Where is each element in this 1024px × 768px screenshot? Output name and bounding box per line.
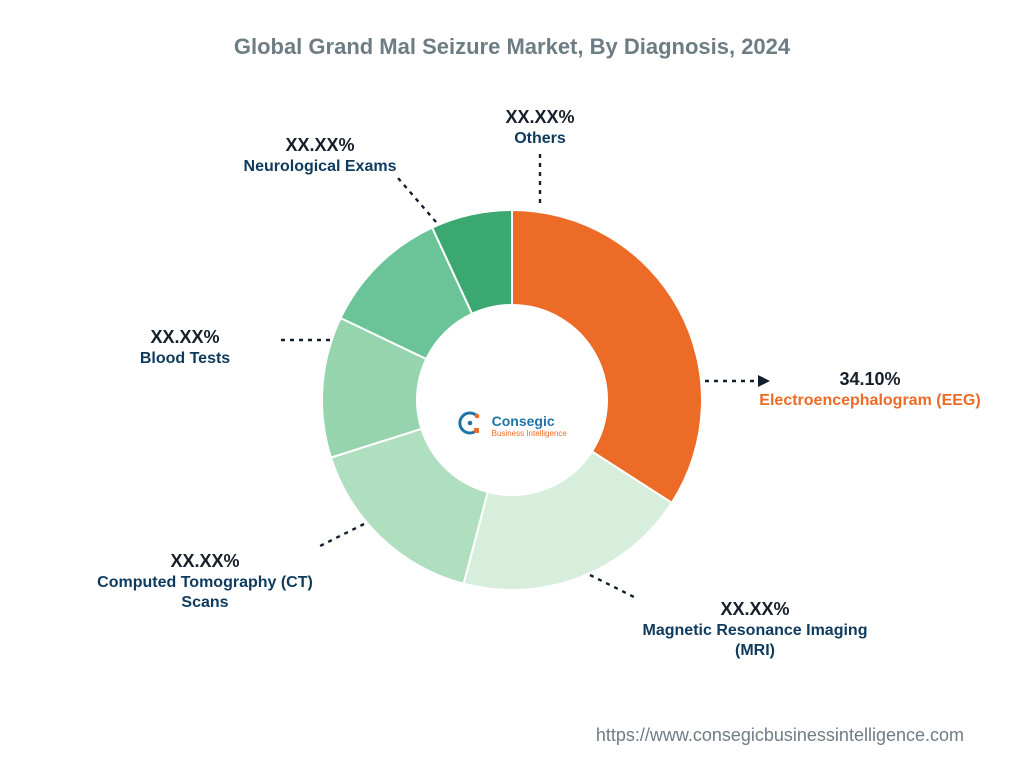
label-neuro-name: Neurological Exams <box>190 157 450 177</box>
label-blood-pct: XX.XX% <box>95 326 275 349</box>
label-others-pct: XX.XX% <box>440 106 640 129</box>
label-ct-pct: XX.XX% <box>80 550 330 573</box>
segment-eeg <box>512 210 702 503</box>
label-blood: XX.XX% Blood Tests <box>95 326 275 369</box>
chart-canvas: Global Grand Mal Seizure Market, By Diag… <box>0 0 1024 768</box>
label-ct: XX.XX% Computed Tomography (CT) Scans <box>80 550 330 613</box>
segment-ct <box>331 429 488 584</box>
footer-url: https://www.consegicbusinessintelligence… <box>596 725 964 746</box>
label-ct-name: Computed Tomography (CT) Scans <box>80 573 330 613</box>
label-eeg-name: Electroencephalogram (EEG) <box>750 391 990 411</box>
label-others: XX.XX% Others <box>440 106 640 149</box>
label-others-name: Others <box>440 129 640 149</box>
leader-neuro <box>398 178 436 222</box>
label-blood-name: Blood Tests <box>95 349 275 369</box>
label-eeg-pct: 34.10% <box>750 368 990 391</box>
leader-mri <box>590 575 634 597</box>
leader-ct <box>320 524 364 546</box>
label-neuro-pct: XX.XX% <box>190 134 450 157</box>
label-eeg: 34.10% Electroencephalogram (EEG) <box>750 368 990 411</box>
label-mri-name: Magnetic Resonance Imaging (MRI) <box>625 621 885 661</box>
donut-segments <box>322 210 702 590</box>
label-neuro: XX.XX% Neurological Exams <box>190 134 450 177</box>
label-mri-pct: XX.XX% <box>625 598 885 621</box>
label-mri: XX.XX% Magnetic Resonance Imaging (MRI) <box>625 598 885 661</box>
